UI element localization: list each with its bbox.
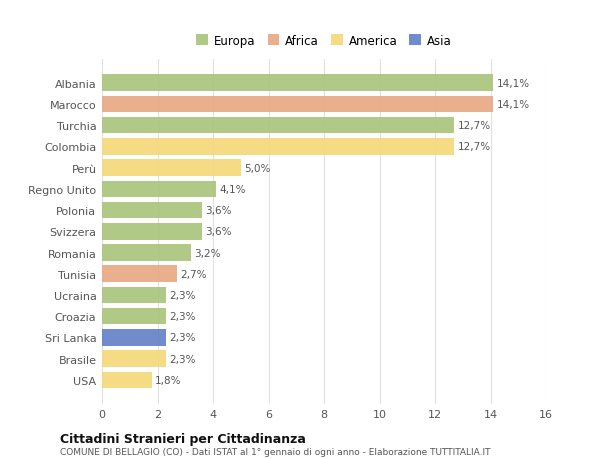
Text: 2,3%: 2,3% — [169, 312, 196, 321]
Bar — [102, 287, 166, 303]
Bar — [102, 75, 493, 92]
Text: 12,7%: 12,7% — [458, 142, 491, 152]
Bar — [102, 330, 166, 346]
Bar — [102, 308, 166, 325]
Text: 2,3%: 2,3% — [169, 333, 196, 343]
Text: 1,8%: 1,8% — [155, 375, 182, 385]
Text: 2,3%: 2,3% — [169, 354, 196, 364]
Bar — [102, 245, 191, 261]
Text: 14,1%: 14,1% — [497, 78, 530, 89]
Bar — [102, 96, 493, 113]
Text: 4,1%: 4,1% — [219, 185, 245, 195]
Text: 2,7%: 2,7% — [180, 269, 207, 279]
Bar — [102, 372, 152, 388]
Legend: Europa, Africa, America, Asia: Europa, Africa, America, Asia — [193, 31, 455, 51]
Text: 14,1%: 14,1% — [497, 100, 530, 110]
Text: Cittadini Stranieri per Cittadinanza: Cittadini Stranieri per Cittadinanza — [60, 432, 306, 445]
Bar — [102, 224, 202, 240]
Bar — [102, 160, 241, 177]
Text: 3,2%: 3,2% — [194, 248, 221, 258]
Bar — [102, 202, 202, 219]
Text: 12,7%: 12,7% — [458, 121, 491, 131]
Bar — [102, 118, 454, 134]
Text: COMUNE DI BELLAGIO (CO) - Dati ISTAT al 1° gennaio di ogni anno - Elaborazione T: COMUNE DI BELLAGIO (CO) - Dati ISTAT al … — [60, 448, 491, 457]
Text: 3,6%: 3,6% — [205, 227, 232, 237]
Bar — [102, 351, 166, 367]
Bar — [102, 139, 454, 155]
Text: 2,3%: 2,3% — [169, 291, 196, 300]
Bar — [102, 181, 216, 198]
Bar — [102, 266, 177, 282]
Text: 3,6%: 3,6% — [205, 206, 232, 216]
Text: 5,0%: 5,0% — [244, 163, 271, 173]
